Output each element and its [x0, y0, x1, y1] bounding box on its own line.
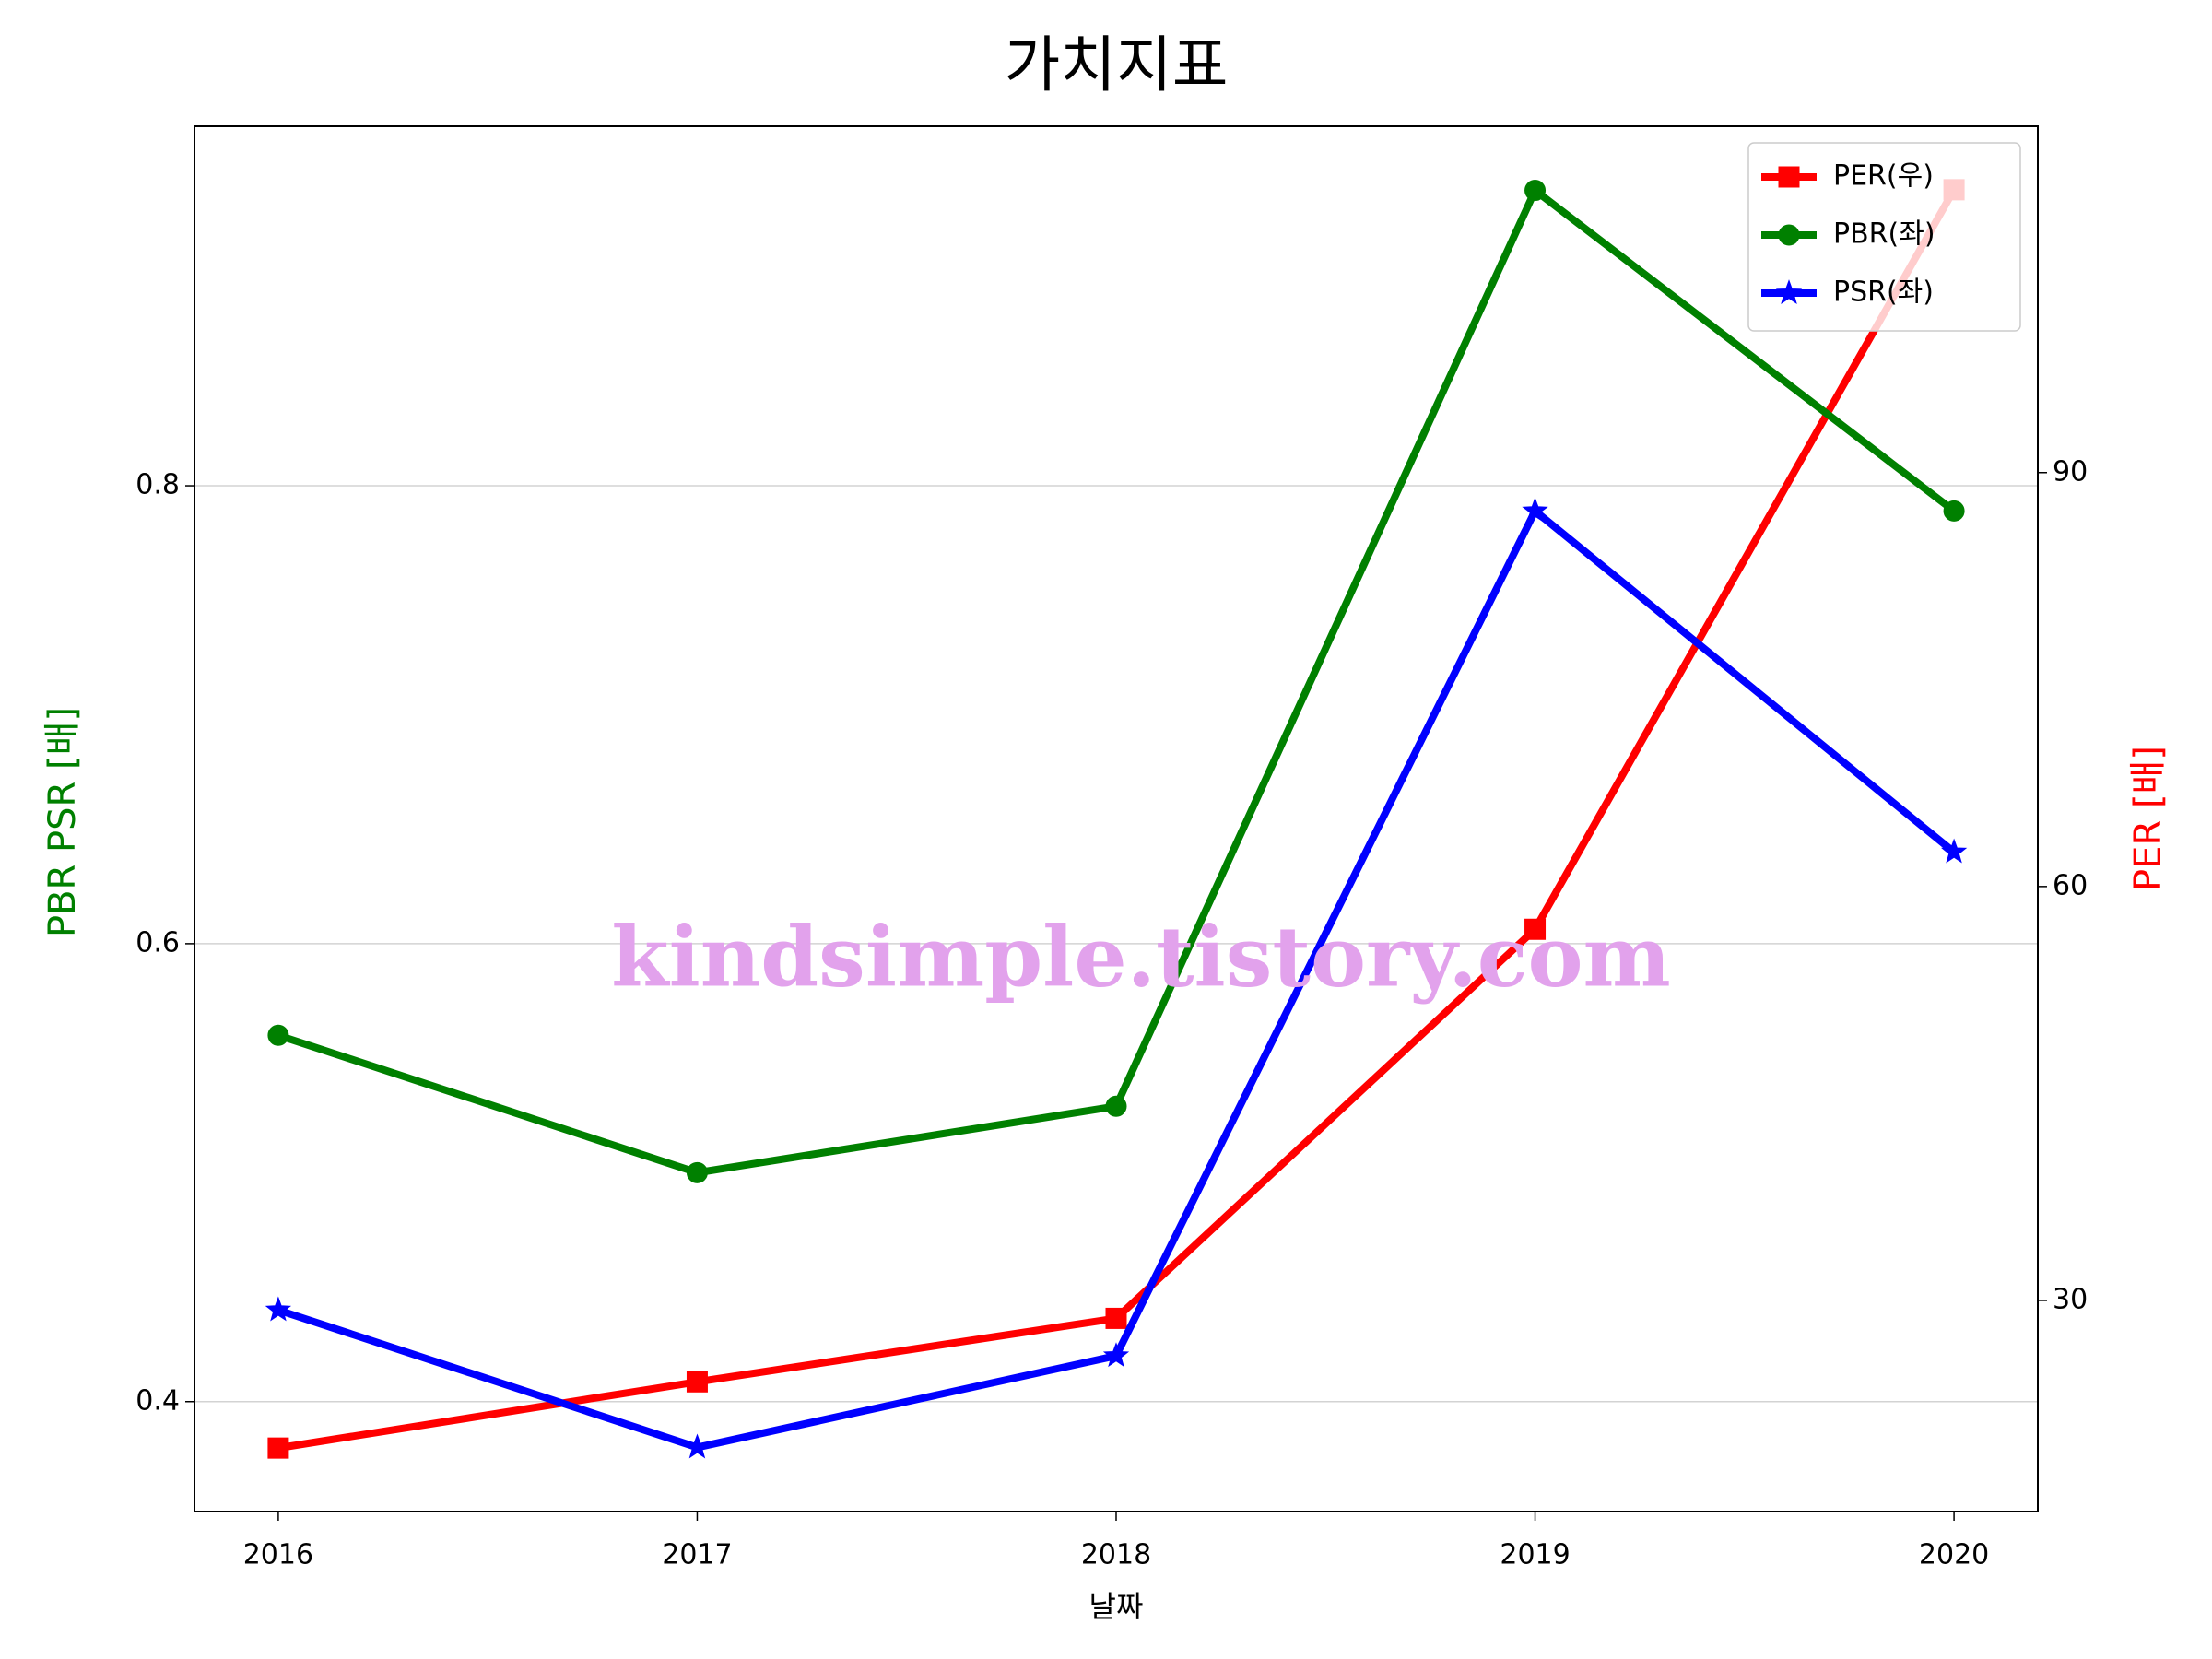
marker: [686, 1161, 708, 1183]
marker: [1524, 918, 1547, 940]
legend-box: [1747, 142, 2021, 332]
marker: [1524, 180, 1547, 202]
y-axis-label: PBR PSR [배]: [41, 707, 84, 937]
chart-title: 가치지표: [1005, 29, 1229, 100]
marker: [1522, 497, 1548, 523]
x-tick-label: 2019: [1500, 1539, 1570, 1571]
y-tick-label: 0.8: [135, 469, 180, 501]
marker: [1940, 838, 1968, 864]
y2-tick-label: 30: [2053, 1283, 2088, 1315]
marker: [1105, 1307, 1127, 1329]
marker: [686, 1371, 708, 1393]
y2-tick-label: 90: [2053, 455, 2088, 488]
watermark: kindsimple.tistory.com: [611, 909, 1671, 1006]
plot-frame: [194, 125, 2039, 1512]
x-tick-label: 2016: [243, 1539, 313, 1571]
marker: [1775, 279, 1803, 305]
legend-label: PER(우): [1833, 160, 1934, 193]
marker: [1943, 500, 1965, 522]
marker: [1778, 166, 1800, 188]
marker: [267, 1437, 289, 1459]
legend-label: PSR(좌): [1833, 276, 1934, 309]
marker: [1778, 224, 1800, 246]
x-axis-label: 날짜: [1089, 1589, 1144, 1624]
marker: [265, 1296, 292, 1322]
y-tick-label: 0.6: [135, 926, 180, 959]
legend-label: PBR(좌): [1833, 218, 1936, 251]
y2-tick-label: 60: [2053, 869, 2088, 901]
x-tick-label: 2017: [662, 1539, 732, 1571]
y2-axis-label: PER [배]: [2127, 746, 2170, 891]
y-tick-label: 0.4: [135, 1384, 180, 1417]
marker: [684, 1433, 711, 1459]
x-tick-label: 2018: [1081, 1539, 1151, 1571]
marker: [1102, 1342, 1130, 1368]
x-tick-label: 2020: [1919, 1539, 1989, 1571]
marker: [267, 1024, 289, 1046]
marker: [1105, 1095, 1127, 1117]
